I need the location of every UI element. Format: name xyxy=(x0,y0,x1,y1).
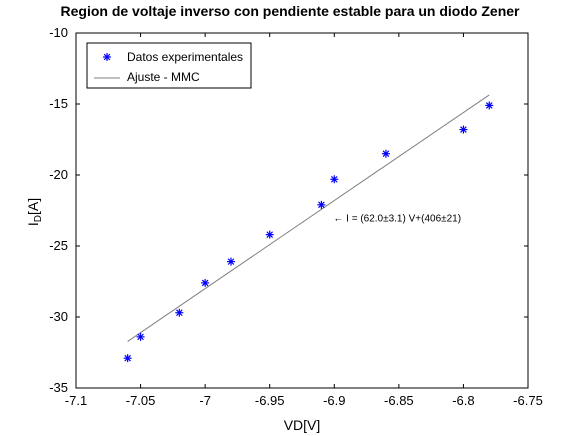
data-point xyxy=(201,279,209,287)
legend-label-data: Datos experimentales xyxy=(127,50,243,64)
y-tick-label: -25 xyxy=(49,238,68,253)
data-point xyxy=(330,175,338,183)
x-tick-label: -6.95 xyxy=(255,393,285,408)
x-tick-label: -7 xyxy=(199,393,211,408)
y-tick-label: -15 xyxy=(49,96,68,111)
x-tick-label: -6.9 xyxy=(323,393,345,408)
y-tick-label: -10 xyxy=(49,25,68,40)
data-point xyxy=(124,354,132,362)
data-point xyxy=(266,231,274,239)
legend-label-fit: Ajuste - MMC xyxy=(127,70,200,84)
y-axis-label-suffix: [A] xyxy=(25,198,41,215)
x-tick-label: -6.85 xyxy=(384,393,414,408)
data-point xyxy=(227,258,235,266)
y-tick-label: -30 xyxy=(49,309,68,324)
x-axis-label: VD[V] xyxy=(284,417,321,433)
x-tick-label: -7.05 xyxy=(126,393,156,408)
legend-asterisk xyxy=(103,53,111,61)
chart-title: Region de voltaje inverso con pendiente … xyxy=(61,3,521,19)
x-tick-label: -6.75 xyxy=(513,393,543,408)
y-tick-label: -35 xyxy=(49,380,68,395)
x-tick-label: -6.8 xyxy=(452,393,474,408)
legend: Datos experimentales Ajuste - MMC xyxy=(87,43,251,88)
y-axis-label-sub: D xyxy=(33,215,44,222)
fit-equation-annotation: ← I = (62.0±3.1) V+(406±21) xyxy=(333,214,461,225)
data-point xyxy=(175,309,183,317)
data-point xyxy=(382,150,390,158)
legend-asterisk-marker xyxy=(103,53,111,61)
y-tick-label: -20 xyxy=(49,167,68,182)
data-point xyxy=(137,333,145,341)
data-point xyxy=(485,101,493,109)
x-tick-label: -7.1 xyxy=(65,393,87,408)
data-point xyxy=(317,201,325,209)
data-point xyxy=(459,126,467,134)
